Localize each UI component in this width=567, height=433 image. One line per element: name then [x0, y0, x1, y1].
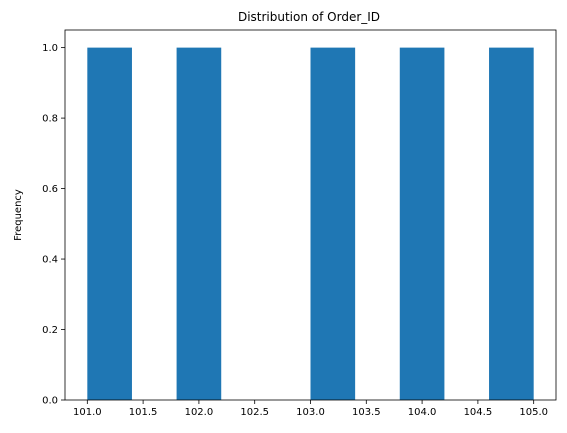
y-tick-label: 0.0: [42, 396, 58, 407]
x-tick-label: 101.0: [73, 407, 102, 418]
chart-title: Distribution of Order_ID: [238, 10, 380, 24]
y-tick-label: 0.6: [42, 184, 58, 195]
histogram-bar: [176, 47, 222, 400]
x-tick-label: 103.0: [296, 407, 325, 418]
y-axis-title: Frequency: [13, 189, 24, 241]
x-tick-label: 102.0: [185, 407, 214, 418]
y-tick-label: 1.0: [42, 43, 58, 54]
x-tick-label: 105.0: [519, 407, 548, 418]
x-tick-label: 103.5: [352, 407, 381, 418]
x-axis: 101.0 101.5 102.0 102.5 103.0 103.5 104.0 104.5…: [73, 400, 548, 418]
x-tick-label: 102.5: [240, 407, 269, 418]
bars-group: [87, 47, 534, 400]
y-tick-label: 0.4: [42, 255, 58, 266]
histogram-bar: [310, 47, 356, 400]
histogram-bar: [399, 47, 445, 400]
x-tick-label: 104.5: [464, 407, 493, 418]
y-tick-label: 0.8: [42, 114, 58, 125]
x-tick-label: 104.0: [408, 407, 437, 418]
x-tick-label: 101.5: [129, 407, 158, 418]
histogram-bar: [87, 47, 132, 400]
y-tick-label: 0.2: [42, 325, 58, 336]
y-axis: 0.0 0.2 0.4 0.6 0.8 1.0: [42, 43, 65, 407]
histogram-bar: [489, 47, 534, 400]
